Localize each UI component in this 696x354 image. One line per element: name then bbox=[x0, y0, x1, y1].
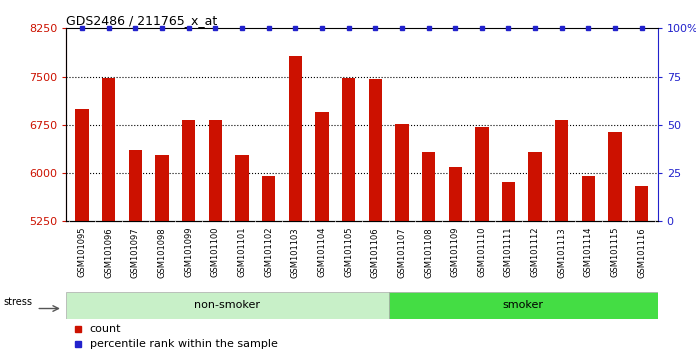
Bar bbox=[129, 150, 142, 221]
Text: GSM101101: GSM101101 bbox=[237, 227, 246, 278]
Bar bbox=[608, 132, 622, 221]
Bar bbox=[209, 120, 222, 221]
Text: GSM101102: GSM101102 bbox=[264, 227, 273, 278]
Bar bbox=[289, 56, 302, 221]
Text: GSM101107: GSM101107 bbox=[397, 227, 406, 278]
Bar bbox=[528, 153, 541, 221]
Text: GSM101115: GSM101115 bbox=[610, 227, 619, 278]
Bar bbox=[66, 292, 389, 319]
Text: GSM101112: GSM101112 bbox=[530, 227, 539, 278]
Bar bbox=[182, 120, 196, 221]
Bar bbox=[448, 167, 462, 221]
Bar bbox=[369, 79, 382, 221]
Bar bbox=[389, 292, 658, 319]
Bar bbox=[475, 127, 489, 221]
Text: GSM101110: GSM101110 bbox=[477, 227, 487, 278]
Text: GSM101116: GSM101116 bbox=[638, 227, 646, 278]
Text: count: count bbox=[90, 324, 121, 333]
Text: GSM101113: GSM101113 bbox=[557, 227, 567, 278]
Text: GSM101095: GSM101095 bbox=[78, 227, 86, 278]
Bar bbox=[75, 109, 89, 221]
Text: GSM101105: GSM101105 bbox=[344, 227, 353, 278]
Bar bbox=[582, 176, 595, 221]
Text: stress: stress bbox=[3, 297, 32, 307]
Bar bbox=[502, 182, 515, 221]
Bar bbox=[315, 112, 329, 221]
Text: GSM101098: GSM101098 bbox=[157, 227, 166, 278]
Text: GSM101099: GSM101099 bbox=[184, 227, 193, 278]
Text: non-smoker: non-smoker bbox=[194, 300, 260, 310]
Text: GSM101104: GSM101104 bbox=[317, 227, 326, 278]
Text: GSM101096: GSM101096 bbox=[104, 227, 113, 278]
Text: smoker: smoker bbox=[503, 300, 544, 310]
Text: GSM101111: GSM101111 bbox=[504, 227, 513, 278]
Bar bbox=[555, 120, 569, 221]
Bar bbox=[395, 124, 409, 221]
Text: GSM101108: GSM101108 bbox=[424, 227, 433, 278]
Bar bbox=[262, 176, 276, 221]
Text: GSM101097: GSM101097 bbox=[131, 227, 140, 278]
Bar bbox=[635, 186, 649, 221]
Text: GSM101103: GSM101103 bbox=[291, 227, 300, 278]
Text: GSM101109: GSM101109 bbox=[451, 227, 459, 278]
Bar bbox=[102, 78, 116, 221]
Text: GSM101114: GSM101114 bbox=[584, 227, 593, 278]
Text: GDS2486 / 211765_x_at: GDS2486 / 211765_x_at bbox=[66, 14, 217, 27]
Bar bbox=[235, 155, 248, 221]
Text: GSM101106: GSM101106 bbox=[371, 227, 380, 278]
Bar bbox=[422, 153, 435, 221]
Text: percentile rank within the sample: percentile rank within the sample bbox=[90, 339, 278, 349]
Bar bbox=[342, 78, 355, 221]
Bar bbox=[155, 155, 168, 221]
Text: GSM101100: GSM101100 bbox=[211, 227, 220, 278]
